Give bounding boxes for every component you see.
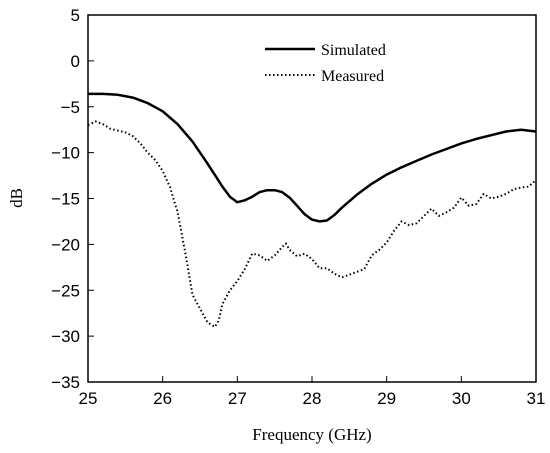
y-tick-label: −30 bbox=[51, 327, 80, 346]
x-axis: 25 26 27 28 29 30 31 bbox=[79, 376, 546, 408]
y-tick-label: −10 bbox=[51, 144, 80, 163]
x-tick-label: 31 bbox=[527, 389, 546, 408]
y-axis-title: dB bbox=[7, 188, 26, 208]
series-line-simulated bbox=[88, 92, 537, 223]
x-tick-label: 26 bbox=[153, 389, 172, 408]
plot-area-frame bbox=[87, 14, 537, 383]
y-tick-label: −25 bbox=[51, 281, 80, 300]
legend-label-measured: Measured bbox=[321, 68, 384, 85]
legend: Simulated Measured bbox=[265, 42, 386, 85]
x-axis-title: Frequency (GHz) bbox=[252, 425, 371, 444]
legend-label-simulated: Simulated bbox=[321, 42, 386, 59]
y-tick-label: −35 bbox=[51, 373, 80, 392]
x-tick-label: 28 bbox=[303, 389, 322, 408]
y-tick-label: −5 bbox=[61, 98, 80, 117]
y-tick-label: −20 bbox=[51, 235, 80, 254]
y-axis: 5 0 −5 −10 −15 −20 −25 −30 −35 bbox=[51, 6, 94, 392]
x-tick-label: 25 bbox=[79, 389, 98, 408]
x-tick-label: 30 bbox=[452, 389, 471, 408]
x-tick-label: 27 bbox=[228, 389, 247, 408]
y-tick-label: 0 bbox=[71, 52, 80, 71]
y-tick-label: 5 bbox=[71, 6, 80, 25]
x-tick-label: 29 bbox=[377, 389, 396, 408]
series-line-measured bbox=[87, 120, 537, 328]
series-layer bbox=[87, 92, 537, 328]
y-tick-label: −15 bbox=[51, 190, 80, 209]
